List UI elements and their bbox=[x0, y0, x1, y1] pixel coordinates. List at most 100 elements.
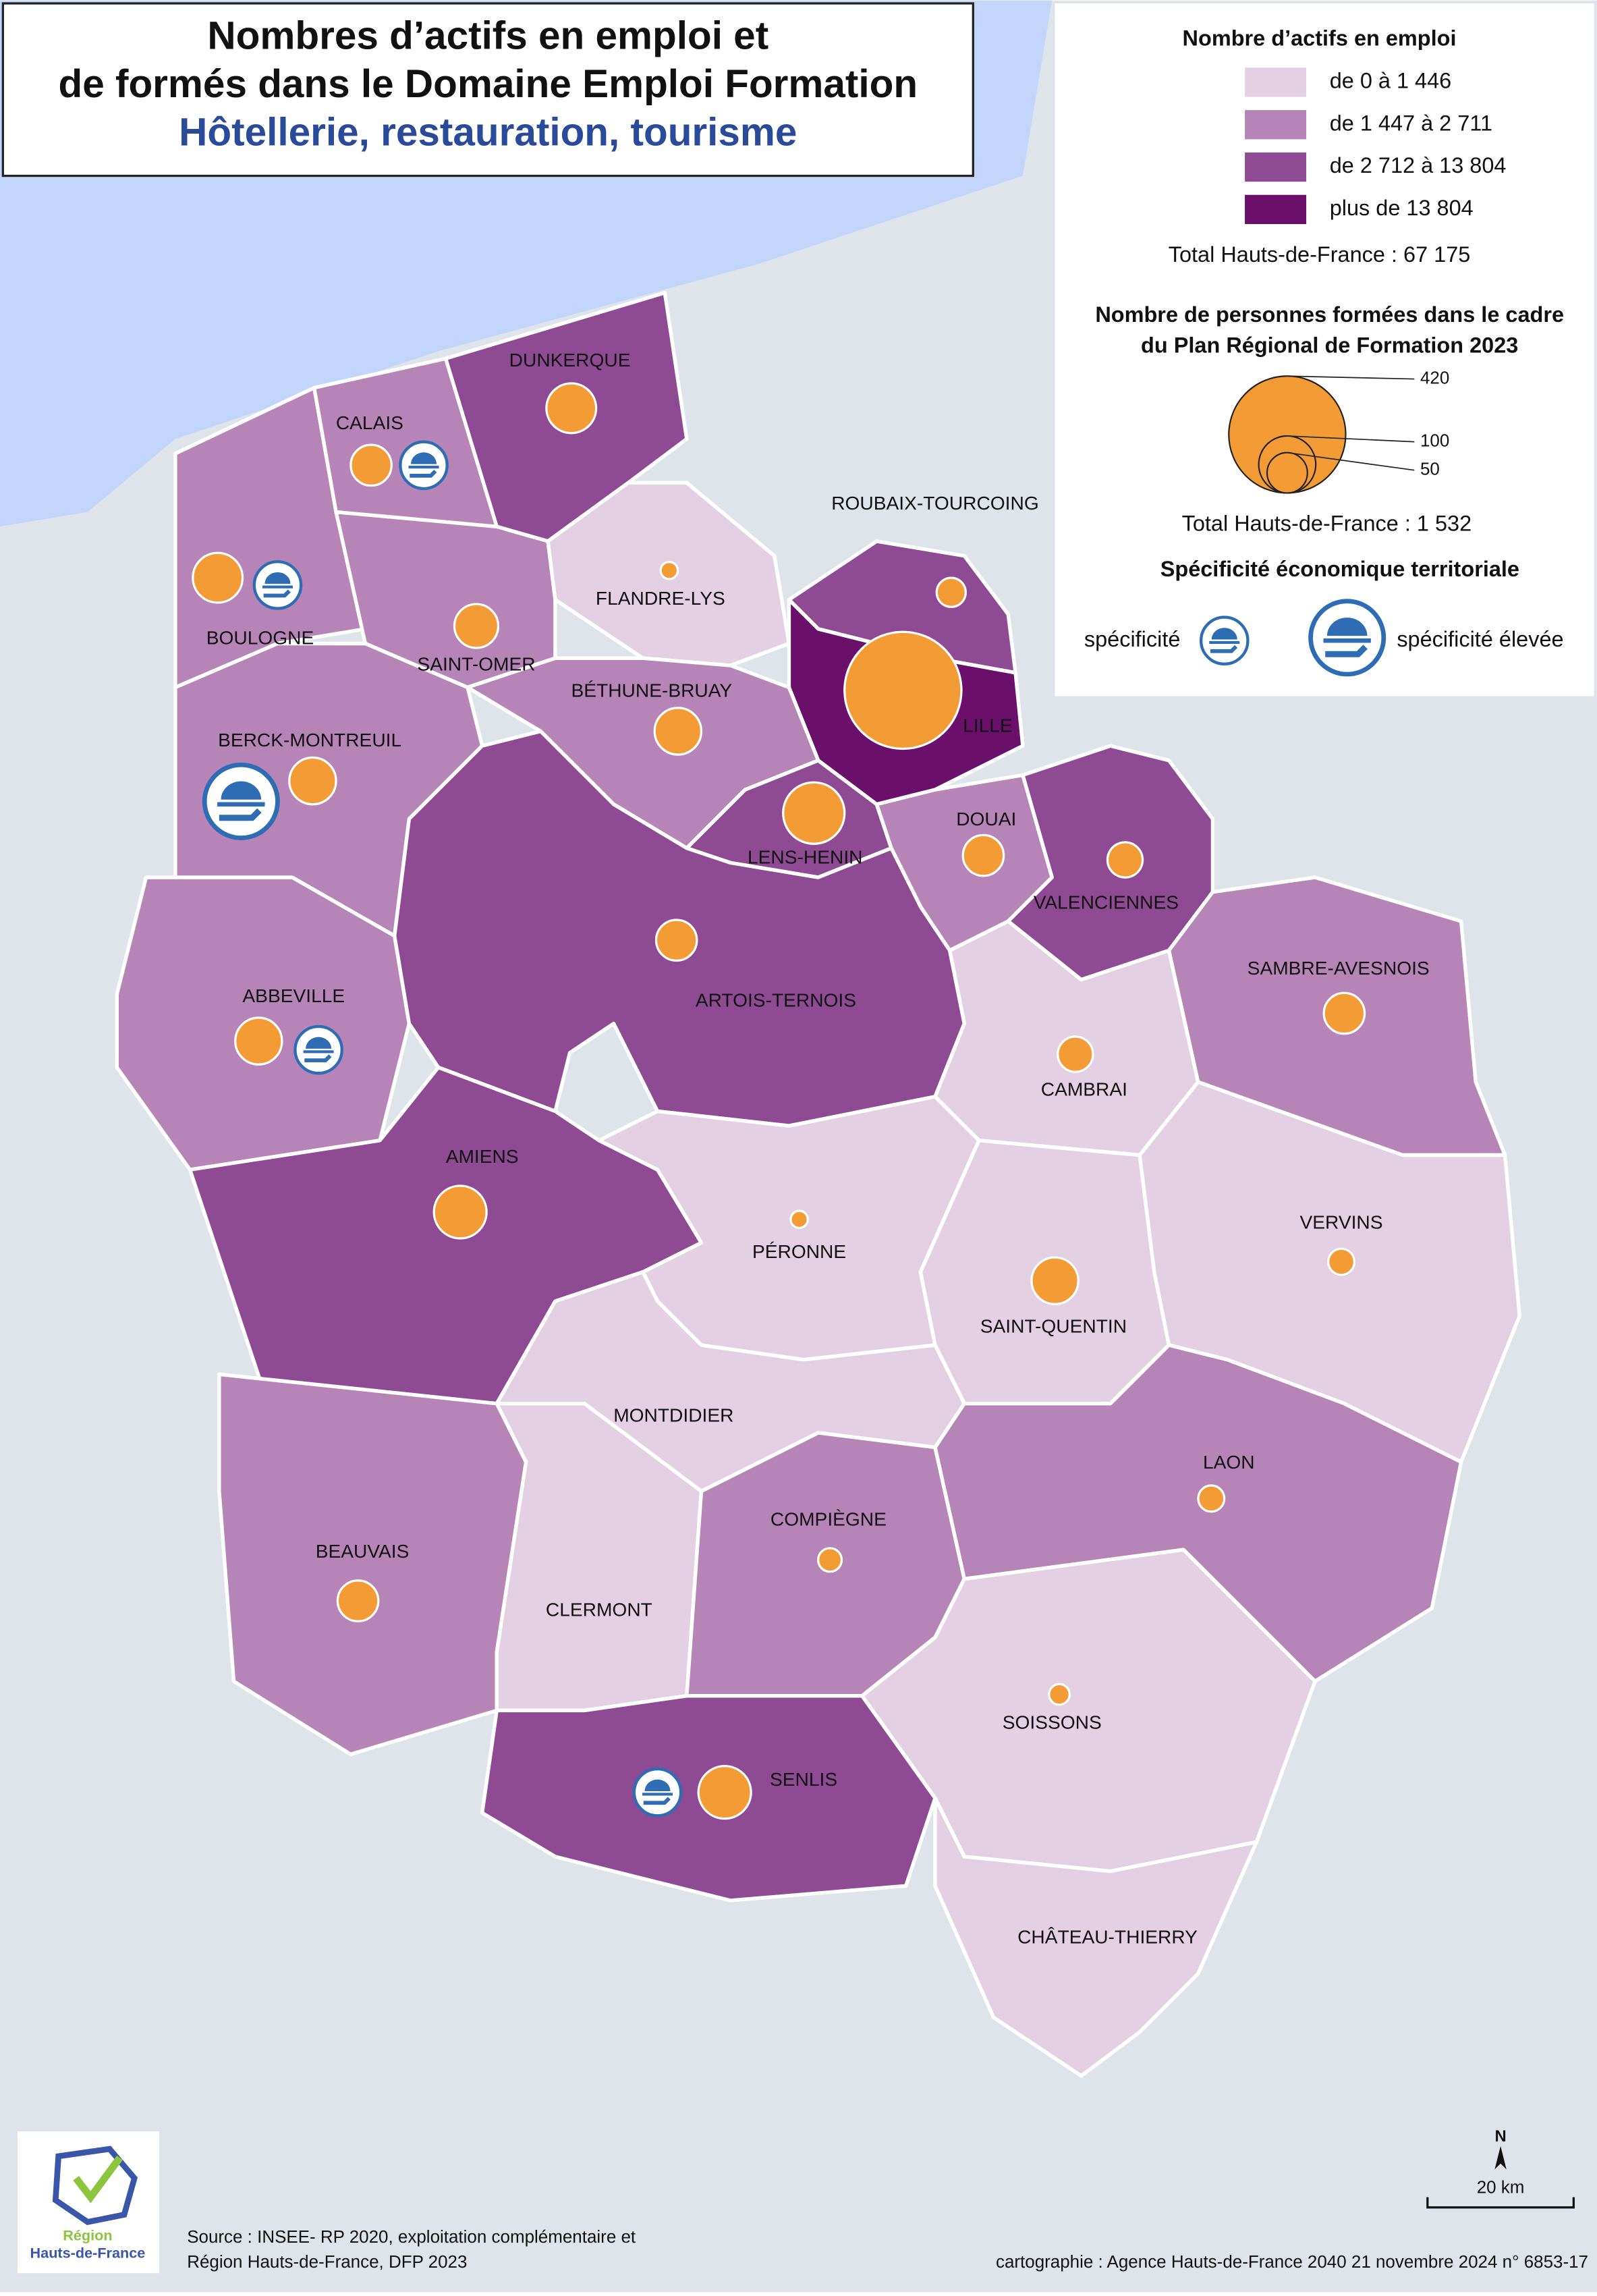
icon-circle bbox=[1308, 599, 1386, 677]
legend-leader bbox=[1287, 435, 1415, 443]
zone-label: BERCK-MONTREUIL bbox=[218, 730, 401, 750]
zone-label: BOULOGNE bbox=[206, 627, 314, 648]
specificity-icon bbox=[252, 560, 303, 610]
zone bbox=[217, 1372, 528, 1757]
north-label: N bbox=[1494, 2127, 1506, 2145]
trained-circle bbox=[817, 1547, 843, 1573]
specificity-icon bbox=[293, 1024, 343, 1075]
trained-circle bbox=[545, 382, 598, 435]
zone-label: BEAUVAIS bbox=[316, 1541, 410, 1562]
trained-circle bbox=[288, 756, 337, 806]
legend-title: Nombre d’actifs en emploi bbox=[1183, 26, 1457, 51]
credits: cartographie : Agence Hauts-de-France 20… bbox=[996, 2251, 1588, 2272]
legend-leader bbox=[1287, 452, 1415, 471]
icon-cloche bbox=[264, 572, 291, 584]
trained-circle bbox=[1057, 1035, 1094, 1073]
trained-circle bbox=[192, 551, 244, 604]
logo-check bbox=[73, 2155, 123, 2204]
icon-cloche bbox=[644, 1779, 671, 1791]
legend-swatch bbox=[1245, 67, 1307, 97]
icon-hand bbox=[304, 1054, 332, 1063]
legend-label: plus de 13 804 bbox=[1330, 196, 1474, 220]
trained-circle bbox=[782, 781, 846, 845]
trained-circle bbox=[1048, 1683, 1071, 1706]
zone-label: DUNKERQUE bbox=[509, 350, 631, 371]
subtitle: Hôtellerie, restauration, tourisme bbox=[179, 110, 797, 154]
zone-label: LAON bbox=[1203, 1452, 1255, 1473]
scale-bar bbox=[1426, 2197, 1575, 2209]
icon-circle bbox=[1199, 616, 1250, 666]
legend-total: Total Hauts-de-France : 67 175 bbox=[1169, 242, 1471, 267]
legend-title: du Plan Régional de Formation 2023 bbox=[1141, 333, 1518, 357]
icon-cloche bbox=[410, 452, 437, 464]
icon-circle bbox=[252, 560, 303, 610]
icon-cloche bbox=[221, 781, 262, 800]
icon-hand bbox=[219, 808, 262, 821]
trained-circle bbox=[432, 1184, 488, 1240]
legend-label: spécificité élevée bbox=[1397, 627, 1563, 651]
icon-circle bbox=[632, 1767, 683, 1817]
trained-circle bbox=[453, 603, 500, 649]
specificity-icon bbox=[202, 762, 280, 840]
legend-title: Nombre de personnes formées dans le cadr… bbox=[1095, 302, 1564, 327]
north-arrow bbox=[1494, 2145, 1507, 2170]
icon-cloche bbox=[1326, 618, 1368, 636]
zone-label: PÉRONNE bbox=[752, 1241, 846, 1262]
specificity-icon bbox=[1199, 616, 1250, 666]
legend-label: de 2 712 à 13 804 bbox=[1330, 153, 1507, 177]
legend-swatch bbox=[1245, 110, 1307, 140]
zone bbox=[933, 1796, 1259, 2078]
trained-circle bbox=[349, 443, 393, 487]
trained-circle bbox=[843, 630, 963, 750]
zone-label: SOISSONS bbox=[1003, 1712, 1102, 1732]
zone-label: COMPIÈGNE bbox=[771, 1508, 887, 1529]
trained-circle bbox=[654, 919, 698, 962]
zone-label: ABBEVILLE bbox=[242, 985, 345, 1006]
legend-bubble bbox=[1266, 452, 1308, 494]
zone-label: LILLE bbox=[963, 715, 1013, 736]
legend-title: Spécificité économique territoriale bbox=[1160, 557, 1519, 581]
zone-label: SAINT-OMER bbox=[417, 653, 535, 674]
zone-label: FLANDRE-LYS bbox=[596, 588, 725, 609]
trained-circle bbox=[653, 707, 703, 756]
specificity-icon bbox=[1308, 599, 1386, 677]
zone-label: ARTOIS-TERNOIS bbox=[696, 990, 856, 1011]
zone-label: CHÂTEAU-THIERRY bbox=[1017, 1927, 1198, 1948]
trained-circle bbox=[659, 560, 679, 580]
title-box bbox=[1, 2, 974, 177]
icon-tray bbox=[262, 585, 293, 589]
zone-label: LENS-HENIN bbox=[748, 846, 862, 867]
legend-label: de 1 447 à 2 711 bbox=[1330, 111, 1492, 135]
zone-label: VERVINS bbox=[1299, 1212, 1382, 1233]
specificity-icon bbox=[632, 1767, 683, 1817]
trained-circle bbox=[935, 576, 967, 608]
legend-label: de 0 à 1 446 bbox=[1330, 69, 1452, 93]
icon-hand bbox=[263, 589, 291, 598]
trained-circle bbox=[1106, 841, 1144, 879]
zone-label: AMIENS bbox=[446, 1146, 519, 1167]
legend-bubble-label: 420 bbox=[1420, 367, 1449, 387]
zone-label: VALENCIENNES bbox=[1034, 892, 1179, 912]
zone-label: ROUBAIX-TOURCOING bbox=[831, 493, 1039, 514]
icon-hand bbox=[410, 469, 437, 478]
specificity-icon bbox=[399, 440, 449, 491]
icon-circle bbox=[293, 1024, 343, 1075]
icon-hand bbox=[643, 1797, 671, 1805]
title: de formés dans le Domaine Emploi Formati… bbox=[59, 62, 918, 106]
icon-circle bbox=[399, 440, 449, 491]
icon-tray bbox=[408, 466, 439, 469]
icon-tray bbox=[1323, 638, 1371, 643]
icon-tray bbox=[217, 802, 265, 807]
zone-label: SAMBRE-AVESNOIS bbox=[1248, 958, 1430, 979]
trained-circle bbox=[1322, 991, 1366, 1035]
logo-text: Région bbox=[63, 2227, 112, 2244]
icon-circle bbox=[202, 762, 280, 840]
trained-circle bbox=[1197, 1484, 1226, 1513]
legend-swatch bbox=[1245, 152, 1307, 182]
trained-circle bbox=[1030, 1256, 1080, 1305]
icon-tray bbox=[303, 1050, 334, 1054]
title: Nombres d’actifs en emploi et bbox=[207, 13, 768, 57]
icon-tray bbox=[1209, 640, 1240, 645]
legend-total: Total Hauts-de-France : 1 532 bbox=[1182, 512, 1472, 536]
